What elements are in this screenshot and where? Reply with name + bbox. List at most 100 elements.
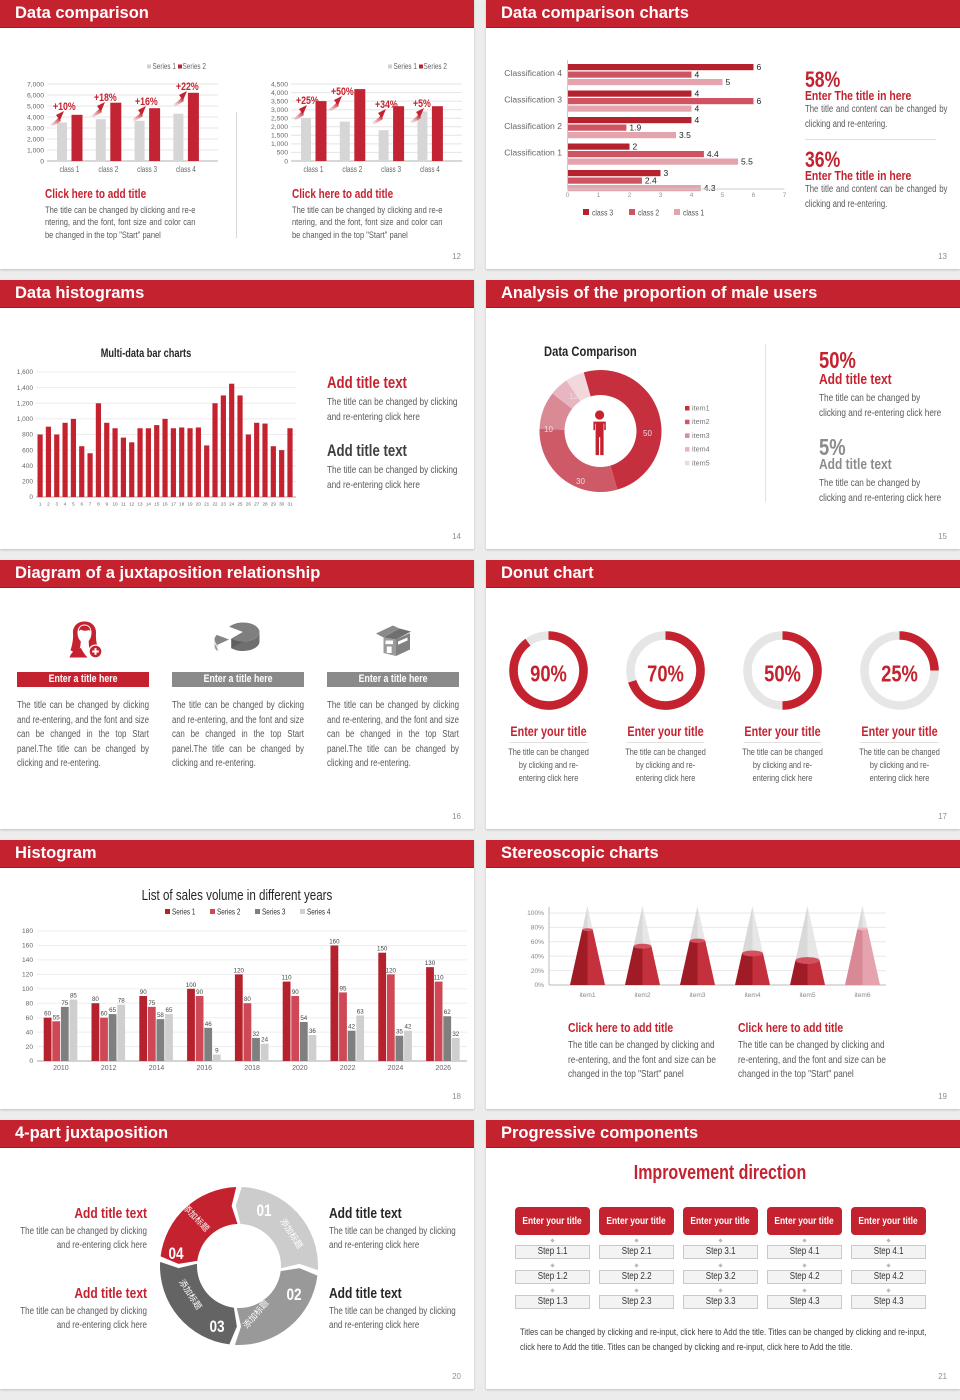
svg-text:04: 04: [168, 1245, 184, 1264]
svg-text:160: 160: [329, 938, 340, 945]
svg-text:80: 80: [244, 996, 251, 1003]
svg-text:+18%: +18%: [94, 92, 117, 104]
svg-text:10: 10: [113, 502, 119, 507]
svg-text:class 3: class 3: [137, 164, 157, 174]
svg-text:78: 78: [118, 998, 125, 1005]
svg-text:item5: item5: [692, 458, 710, 467]
svg-text:54: 54: [300, 1015, 307, 1022]
svg-text:130: 130: [425, 960, 436, 967]
svg-text:15: 15: [154, 502, 160, 507]
svg-text:item2: item2: [634, 992, 650, 999]
svg-text:32: 32: [253, 1031, 260, 1038]
svg-text:03: 03: [209, 1318, 224, 1337]
svg-text:Classification 4: Classification 4: [504, 68, 562, 78]
svg-text:500: 500: [277, 150, 289, 157]
svg-text:19: 19: [187, 502, 193, 507]
svg-text:160: 160: [22, 943, 33, 950]
svg-text:item5: item5: [799, 992, 815, 999]
svg-text:2: 2: [628, 192, 632, 199]
svg-text:0: 0: [40, 158, 44, 165]
svg-text:58: 58: [157, 1012, 164, 1019]
svg-text:+10%: +10%: [53, 101, 76, 113]
svg-text:1,200: 1,200: [17, 401, 34, 408]
svg-text:50: 50: [643, 429, 652, 438]
svg-text:30: 30: [279, 502, 285, 507]
svg-text:4: 4: [695, 88, 700, 98]
svg-text:25: 25: [237, 502, 243, 507]
svg-text:32: 32: [452, 1031, 459, 1038]
svg-text:12: 12: [569, 392, 578, 401]
svg-text:17: 17: [171, 502, 177, 507]
svg-text:40: 40: [26, 1029, 34, 1036]
svg-text:63: 63: [357, 1009, 364, 1016]
svg-text:5,000: 5,000: [27, 103, 44, 110]
svg-text:80: 80: [92, 996, 99, 1003]
svg-text:120: 120: [22, 972, 33, 979]
svg-text:4: 4: [695, 115, 700, 125]
svg-text:10: 10: [544, 425, 553, 434]
svg-text:70%: 70%: [647, 662, 684, 687]
svg-text:35: 35: [396, 1029, 403, 1036]
svg-text:class 4: class 4: [420, 164, 440, 174]
svg-text:+5%: +5%: [413, 98, 431, 110]
svg-text:3,000: 3,000: [27, 125, 44, 132]
svg-text:2018: 2018: [244, 1065, 260, 1072]
svg-text:Series 1: Series 1: [394, 61, 417, 71]
svg-text:Series 1: Series 1: [172, 907, 195, 917]
svg-text:24: 24: [261, 1037, 268, 1044]
svg-text:4,500: 4,500: [271, 81, 288, 88]
svg-text:1,000: 1,000: [271, 141, 288, 148]
svg-text:90: 90: [140, 989, 147, 996]
svg-text:by clicking and re-: by clicking and re-: [519, 759, 578, 770]
svg-text:3.5: 3.5: [679, 130, 691, 140]
svg-text:60: 60: [101, 1011, 108, 1018]
svg-text:6: 6: [757, 62, 762, 72]
svg-text:7: 7: [783, 192, 787, 199]
svg-text:23: 23: [221, 502, 227, 507]
svg-text:60: 60: [26, 1015, 34, 1022]
svg-text:4.3: 4.3: [704, 183, 716, 193]
svg-text:4: 4: [690, 192, 694, 199]
svg-text:400: 400: [22, 463, 33, 470]
svg-text:01: 01: [256, 1202, 272, 1221]
svg-text:6: 6: [80, 502, 83, 507]
svg-text:29: 29: [271, 502, 277, 507]
svg-text:+25%: +25%: [296, 95, 319, 107]
svg-text:Series 2: Series 2: [183, 61, 206, 71]
svg-text:1.9: 1.9: [629, 122, 641, 132]
svg-text:2024: 2024: [388, 1065, 404, 1072]
svg-text:1,600: 1,600: [17, 369, 34, 376]
svg-text:item6: item6: [854, 992, 870, 999]
svg-text:85: 85: [70, 993, 77, 1000]
svg-text:item1: item1: [579, 992, 595, 999]
svg-text:7,000: 7,000: [27, 81, 44, 88]
svg-text:3: 3: [659, 192, 663, 199]
svg-text:25%: 25%: [881, 662, 918, 687]
svg-text:600: 600: [22, 447, 33, 454]
svg-text:55: 55: [53, 1014, 60, 1021]
svg-text:6: 6: [757, 96, 762, 106]
svg-text:2020: 2020: [292, 1065, 308, 1072]
svg-text:1,000: 1,000: [27, 147, 44, 154]
svg-text:1: 1: [39, 502, 42, 507]
svg-text:65: 65: [166, 1007, 173, 1014]
svg-text:2012: 2012: [101, 1065, 117, 1072]
svg-text:20: 20: [196, 502, 202, 507]
svg-text:2: 2: [633, 141, 638, 151]
svg-text:46: 46: [205, 1021, 212, 1028]
svg-text:entering click here: entering click here: [870, 772, 930, 783]
svg-text:27: 27: [254, 502, 260, 507]
svg-text:62: 62: [444, 1009, 451, 1016]
svg-text:50%: 50%: [764, 662, 801, 687]
svg-text:item4: item4: [692, 445, 710, 454]
svg-text:item3: item3: [692, 431, 710, 440]
svg-text:3,500: 3,500: [271, 98, 288, 105]
svg-text:75: 75: [61, 1000, 68, 1007]
svg-text:95: 95: [340, 985, 347, 992]
svg-text:entering click here: entering click here: [636, 772, 696, 783]
svg-text:by clicking and re-: by clicking and re-: [870, 759, 929, 770]
svg-text:0: 0: [284, 158, 288, 165]
svg-text:28: 28: [262, 502, 268, 507]
svg-text:class 4: class 4: [176, 164, 196, 174]
svg-text:Classification 1: Classification 1: [504, 148, 562, 158]
